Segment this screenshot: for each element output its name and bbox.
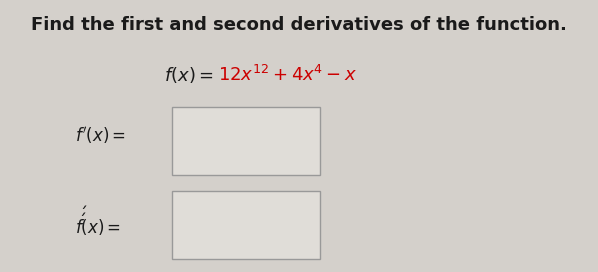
Text: $f(x) =$: $f(x) =$ — [163, 65, 213, 85]
Text: $f\'\'(x) =$: $f\'\'(x) =$ — [75, 205, 121, 238]
Text: $f'(x) =$: $f'(x) =$ — [75, 125, 127, 147]
FancyBboxPatch shape — [172, 107, 320, 175]
Text: $12x^{12} + 4x^{4} - x$: $12x^{12} + 4x^{4} - x$ — [218, 65, 358, 85]
FancyBboxPatch shape — [172, 191, 320, 259]
Text: Find the first and second derivatives of the function.: Find the first and second derivatives of… — [31, 16, 567, 34]
